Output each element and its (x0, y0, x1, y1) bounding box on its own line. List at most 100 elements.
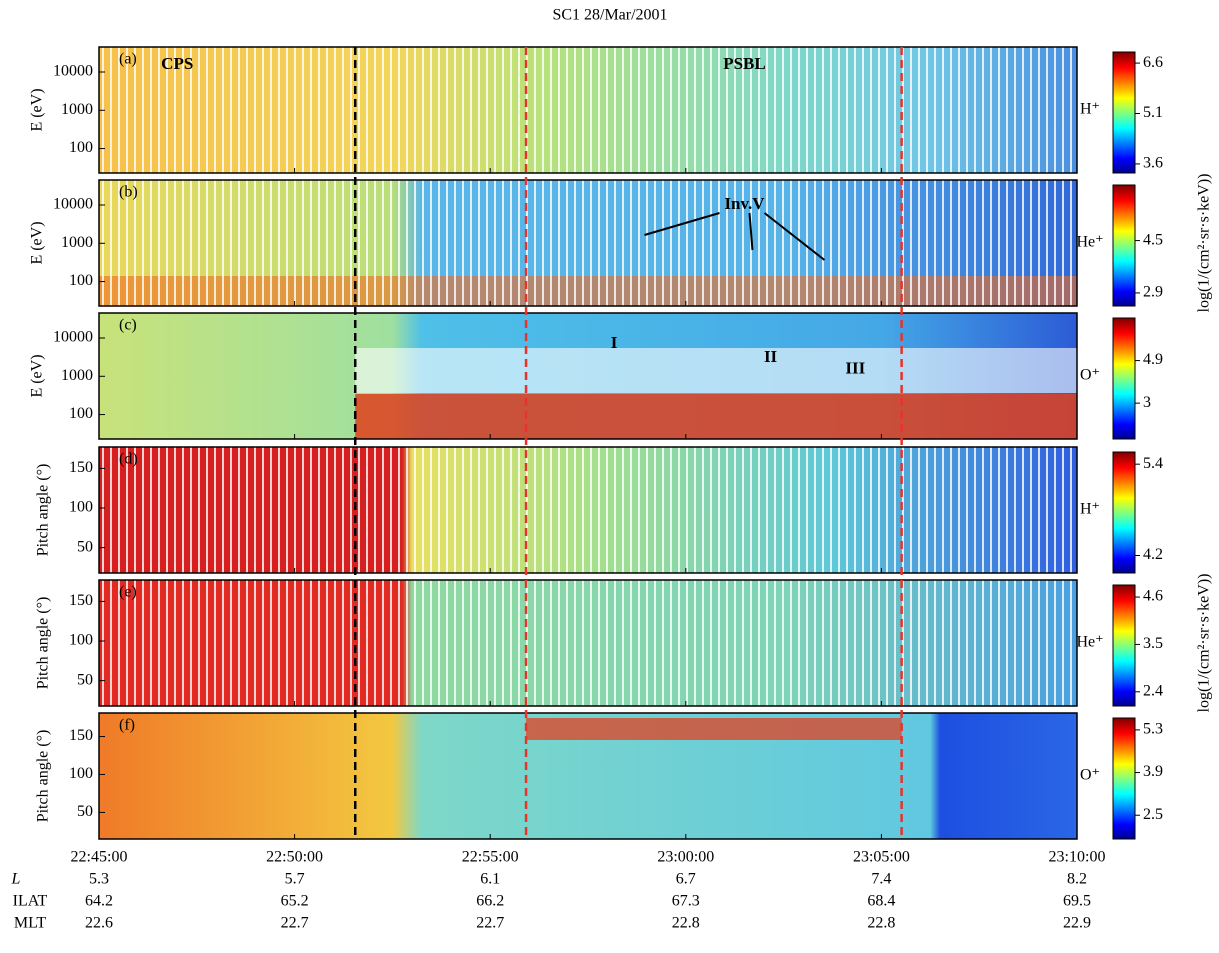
species-label: O⁺ (1080, 767, 1100, 784)
row-value: 66.2 (476, 893, 504, 910)
y-axis-label: Pitch angle (°) (35, 730, 52, 823)
colorbar (1112, 584, 1136, 707)
colorbar-tick-label: 2.9 (1143, 284, 1163, 301)
spectrogram-band (526, 718, 902, 740)
row-value: 22.7 (476, 915, 504, 932)
y-axis-label: Pitch angle (°) (35, 464, 52, 557)
row-value: 22.8 (867, 915, 895, 932)
pointer (748, 212, 754, 251)
colorbar-tick-label: 2.5 (1143, 806, 1163, 823)
panel-label: (b) (119, 184, 138, 201)
annotation: PSBL (723, 54, 766, 73)
colorbar-tick-label: 4.9 (1143, 351, 1163, 368)
row-name: L (11, 871, 21, 888)
stripes (99, 47, 1077, 173)
x-tick-label: 23:10:00 (1049, 849, 1106, 866)
colorbar-tick-label: 3.9 (1143, 763, 1163, 780)
colorbar-tick-label: 3.5 (1143, 635, 1163, 652)
species-label: He⁺ (1076, 634, 1103, 651)
colorbar-tick-label: 5.4 (1143, 455, 1163, 472)
panel-frame (98, 446, 1078, 574)
row-value: 64.2 (85, 893, 113, 910)
colorbar-label: log(1/(cm²·sr·s·keV)) (1196, 174, 1213, 313)
y-tick-label: 150 (69, 592, 93, 609)
colorbar (1112, 717, 1136, 840)
colorbar-tick-label: 4.6 (1143, 588, 1163, 605)
y-tick-label: 100 (69, 765, 93, 782)
species-label: H⁺ (1080, 101, 1100, 118)
colorbar-tick-label: 3 (1143, 394, 1151, 411)
annotation: I (611, 333, 618, 352)
panel-label: (d) (119, 451, 138, 468)
y-tick-label: 150 (69, 727, 93, 744)
stripes (99, 447, 1077, 573)
row-name: MLT (14, 915, 47, 932)
y-tick-label: 150 (69, 459, 93, 476)
panel-frame (98, 712, 1078, 840)
colorbar-tick-label: 2.4 (1143, 682, 1163, 699)
panel-label: (a) (119, 51, 137, 68)
pointer (763, 212, 826, 261)
row-value: 7.4 (871, 871, 891, 888)
row-value: 69.5 (1063, 893, 1091, 910)
row-value: 6.7 (676, 871, 696, 888)
pointer (644, 212, 720, 236)
y-tick-label: 100 (69, 139, 93, 156)
row-value: 22.9 (1063, 915, 1091, 932)
panel-label: (c) (119, 317, 137, 334)
x-tick-label: 22:50:00 (266, 849, 323, 866)
annotation: II (764, 347, 778, 366)
row-name: ILAT (13, 893, 48, 910)
species-label: O⁺ (1080, 367, 1100, 384)
colorbar-tick-label: 6.6 (1143, 54, 1163, 71)
row-value: 67.3 (672, 893, 700, 910)
row-value: 5.7 (285, 871, 305, 888)
stripes (99, 180, 1077, 306)
colorbar (1112, 184, 1136, 307)
y-tick-label: 100 (69, 499, 93, 516)
y-tick-label: 1000 (61, 367, 93, 384)
row-value: 5.3 (89, 871, 109, 888)
y-tick-label: 1000 (61, 234, 93, 251)
panel-label: (f) (119, 717, 135, 734)
x-tick-label: 22:55:00 (462, 849, 519, 866)
colorbar (1112, 451, 1136, 574)
y-tick-label: 50 (77, 803, 93, 820)
colorbar-tick-label: 5.3 (1143, 721, 1163, 738)
figure-title: SC1 28/Mar/2001 (552, 7, 667, 24)
spectrogram-band (355, 348, 1078, 393)
colorbar-label: log(1/(cm²·sr·s·keV)) (1196, 574, 1213, 713)
y-tick-label: 10000 (53, 63, 93, 80)
row-value: 22.6 (85, 915, 113, 932)
y-tick-label: 10000 (53, 196, 93, 213)
y-tick-label: 1000 (61, 101, 93, 118)
spectrogram-band (355, 394, 1078, 439)
y-axis-label: E (eV) (29, 354, 46, 397)
row-value: 65.2 (281, 893, 309, 910)
row-value: 8.2 (1067, 871, 1087, 888)
y-tick-label: 10000 (53, 329, 93, 346)
y-axis-label: E (eV) (29, 88, 46, 131)
annotation: Inv.V (724, 194, 765, 213)
x-tick-label: 22:45:00 (71, 849, 128, 866)
row-value: 22.7 (281, 915, 309, 932)
row-value: 22.8 (672, 915, 700, 932)
row-value: 68.4 (867, 893, 895, 910)
species-label: He⁺ (1076, 234, 1103, 251)
panel-label: (e) (119, 584, 137, 601)
y-tick-label: 50 (77, 538, 93, 555)
species-label: H⁺ (1080, 501, 1100, 518)
stripes (99, 580, 1077, 706)
panel-frame (98, 579, 1078, 707)
y-tick-label: 100 (69, 272, 93, 289)
x-tick-label: 23:05:00 (853, 849, 910, 866)
colorbar-tick-label: 4.2 (1143, 546, 1163, 563)
colorbar-tick-label: 5.1 (1143, 104, 1163, 121)
annotation: CPS (161, 54, 193, 73)
colorbar (1112, 317, 1136, 440)
annotation: III (845, 358, 865, 377)
colorbar-tick-label: 3.6 (1143, 155, 1163, 172)
x-tick-label: 23:00:00 (657, 849, 714, 866)
